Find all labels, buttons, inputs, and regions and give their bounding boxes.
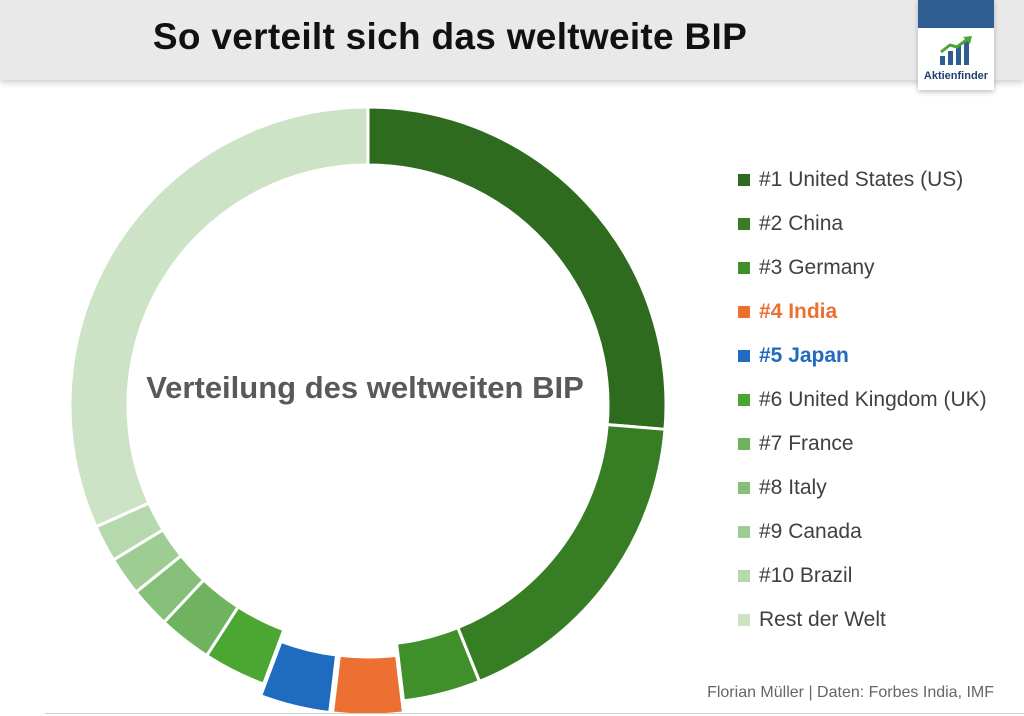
legend-swatch xyxy=(738,570,750,582)
legend-label: #2 China xyxy=(759,212,844,235)
source-credit: Florian Müller | Daten: Forbes India, IM… xyxy=(707,684,994,701)
bottom-divider xyxy=(45,713,1024,714)
legend-swatch xyxy=(738,482,750,494)
legend-item-5: #5 Japan xyxy=(738,334,987,378)
legend-item-11: Rest der Welt xyxy=(738,598,987,642)
growth-chart-icon xyxy=(940,36,972,65)
legend-swatch xyxy=(738,350,750,362)
donut-slice-11 xyxy=(68,105,370,529)
legend-label: #8 Italy xyxy=(759,476,827,499)
legend-swatch xyxy=(738,614,750,626)
legend-swatch xyxy=(738,262,750,274)
legend-label: #6 United Kingdom (UK) xyxy=(759,388,987,411)
donut-slice-4 xyxy=(330,653,406,716)
legend-item-2: #2 China xyxy=(738,202,987,246)
legend-swatch xyxy=(738,394,750,406)
legend-swatch xyxy=(738,306,750,318)
header-bar: So verteilt sich das weltweite BIP xyxy=(0,0,1024,80)
legend-label: #3 Germany xyxy=(759,256,875,279)
donut-slice-2 xyxy=(455,422,667,684)
legend-label: #9 Canada xyxy=(759,520,862,543)
legend-label: #4 India xyxy=(759,300,838,323)
legend-item-4: #4 India xyxy=(738,290,987,334)
legend-label: #10 Brazil xyxy=(759,564,853,587)
legend-swatch xyxy=(738,218,750,230)
aktienfinder-logo: Aktienfinder xyxy=(918,0,994,90)
legend-swatch xyxy=(738,174,750,186)
legend-item-7: #7 France xyxy=(738,422,987,466)
legend-label: #5 Japan xyxy=(759,344,849,367)
legend-swatch xyxy=(738,438,750,450)
legend-item-9: #9 Canada xyxy=(738,510,987,554)
logo-text: Aktienfinder xyxy=(923,70,989,82)
legend-label: Rest der Welt xyxy=(759,608,886,631)
legend-item-10: #10 Brazil xyxy=(738,554,987,598)
legend-label: #7 France xyxy=(759,432,854,455)
legend-item-6: #6 United Kingdom (UK) xyxy=(738,378,987,422)
legend-item-1: #1 United States (US) xyxy=(738,158,987,202)
legend-swatch xyxy=(738,526,750,538)
legend-label: #1 United States (US) xyxy=(759,168,964,191)
page-title: So verteilt sich das weltweite BIP xyxy=(152,16,748,57)
chart-center-label: Verteilung des weltweiten BIP xyxy=(146,370,584,405)
logo-band xyxy=(918,0,994,28)
legend-item-8: #8 Italy xyxy=(738,466,987,510)
legend-item-3: #3 Germany xyxy=(738,246,987,290)
chart-legend: #1 United States (US) #2 China #3 Germany #… xyxy=(738,158,987,642)
